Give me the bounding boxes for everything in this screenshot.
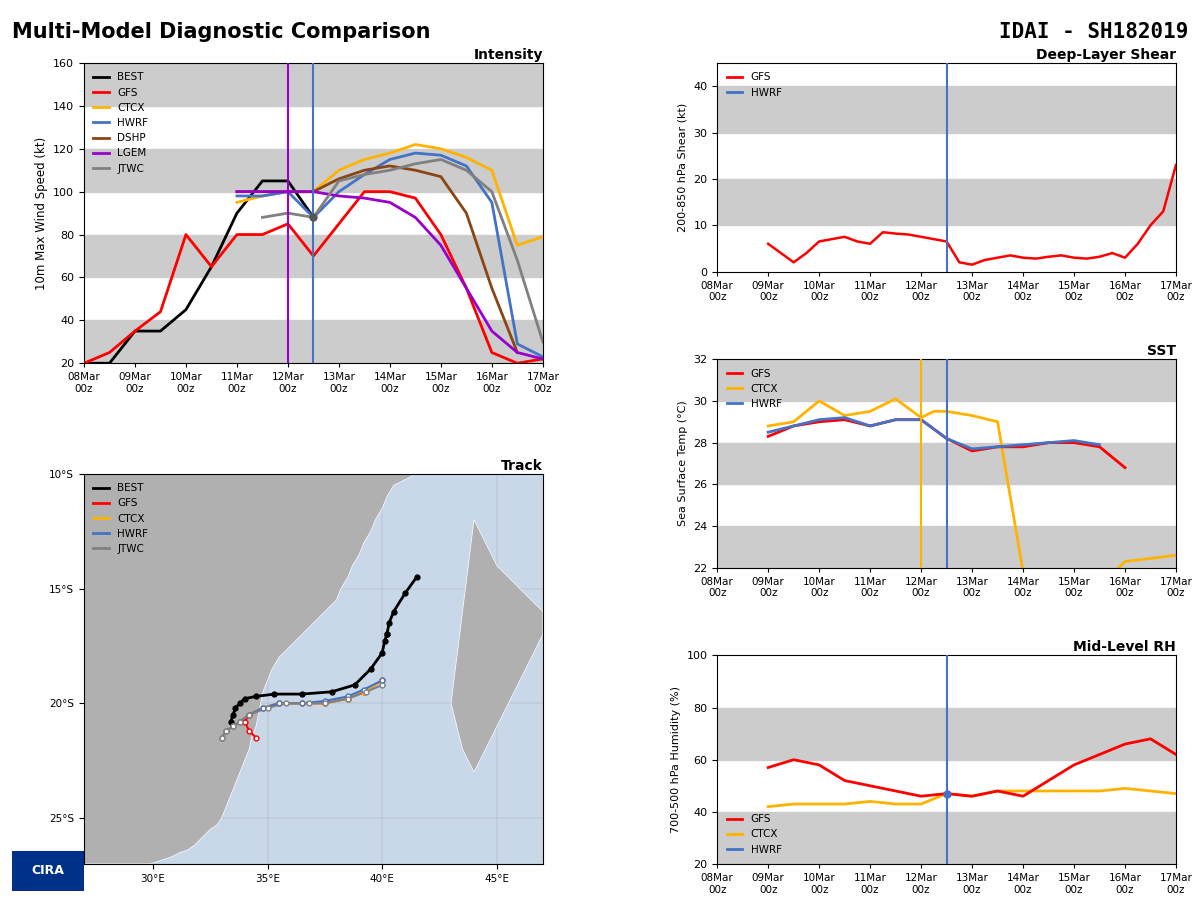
Text: Mid-Level RH: Mid-Level RH — [1073, 640, 1176, 654]
Bar — [84, 148, 542, 192]
Text: Multi-Model Diagnostic Comparison: Multi-Model Diagnostic Comparison — [12, 22, 431, 42]
Polygon shape — [451, 519, 542, 772]
Bar — [718, 812, 1176, 864]
Text: SST: SST — [1147, 344, 1176, 358]
Bar — [718, 359, 1176, 400]
Bar — [84, 235, 542, 277]
Bar — [718, 526, 1176, 568]
Text: Deep-Layer Shear: Deep-Layer Shear — [1036, 48, 1176, 62]
Polygon shape — [84, 474, 428, 864]
Legend: GFS, CTCX, HWRF: GFS, CTCX, HWRF — [722, 810, 786, 859]
Y-axis label: 200-850 hPa Shear (kt): 200-850 hPa Shear (kt) — [678, 103, 688, 232]
Y-axis label: 700-500 hPa Humidity (%): 700-500 hPa Humidity (%) — [671, 686, 680, 833]
Bar — [718, 86, 1176, 132]
Text: IDAI - SH182019: IDAI - SH182019 — [998, 22, 1188, 42]
Bar — [718, 707, 1176, 760]
Bar — [84, 63, 542, 106]
Legend: GFS, CTCX, HWRF: GFS, CTCX, HWRF — [722, 364, 786, 413]
Text: Track: Track — [500, 459, 542, 472]
Text: Intensity: Intensity — [473, 48, 542, 62]
Bar — [718, 179, 1176, 225]
Bar — [84, 320, 542, 364]
Y-axis label: Sea Surface Temp (°C): Sea Surface Temp (°C) — [678, 400, 688, 526]
Y-axis label: 10m Max Wind Speed (kt): 10m Max Wind Speed (kt) — [35, 137, 48, 290]
Legend: BEST, GFS, CTCX, HWRF, JTWC: BEST, GFS, CTCX, HWRF, JTWC — [89, 479, 152, 558]
Text: CIRA: CIRA — [31, 864, 65, 878]
Legend: GFS, HWRF: GFS, HWRF — [722, 68, 786, 102]
Legend: BEST, GFS, CTCX, HWRF, DSHP, LGEM, JTWC: BEST, GFS, CTCX, HWRF, DSHP, LGEM, JTWC — [89, 68, 152, 178]
Bar — [718, 443, 1176, 484]
